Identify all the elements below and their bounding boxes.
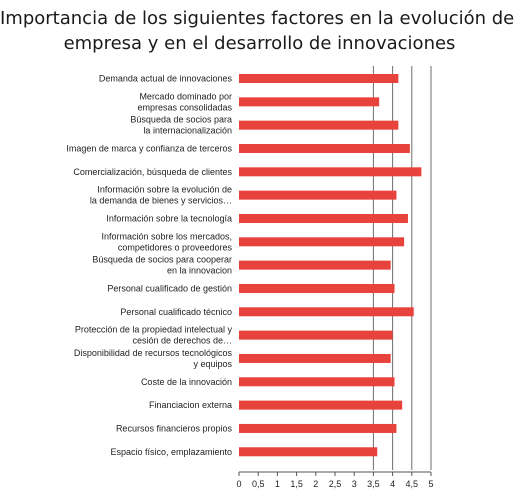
category-label-0-line-0: Demanda actual de innovaciones bbox=[99, 74, 233, 84]
category-label-8-line-1: en la innovacion bbox=[167, 266, 232, 276]
category-label-11-line-1: cesión de derechos de… bbox=[132, 336, 232, 346]
chart-title-line-2: empresa y en el desarrollo de innovacion… bbox=[63, 33, 456, 54]
bar-4 bbox=[239, 167, 422, 177]
category-label-11: Protección de la propiedad intelectual y… bbox=[75, 325, 233, 346]
bar-11 bbox=[239, 330, 393, 340]
category-label-7: Información sobre los mercados, competido… bbox=[101, 231, 232, 252]
category-label-1-line-0: Mercado dominado por bbox=[139, 91, 232, 101]
category-label-5: Información sobre la evolución de la dema… bbox=[90, 185, 232, 206]
bar-5 bbox=[239, 190, 397, 200]
category-label-4-line-0: Comercialización, búsqueda de clientes bbox=[73, 167, 232, 177]
bar-0 bbox=[239, 74, 399, 83]
category-label-8-line-0: Búsqueda de socios para cooperar bbox=[92, 255, 232, 265]
category-label-10: Personal cualificado técnico bbox=[120, 307, 232, 317]
x-tick-label-10: 5 bbox=[428, 479, 433, 489]
category-label-12-line-0: Disponibilidad de recursos tecnológicos bbox=[74, 348, 233, 358]
category-label-0: Demanda actual de innovaciones bbox=[99, 74, 233, 84]
x-tick-label-8: 4 bbox=[390, 479, 395, 489]
chart-title-line-1: Importancia de los siguientes factores e… bbox=[0, 8, 519, 29]
bar-16 bbox=[239, 447, 378, 457]
category-label-7-line-1: competidores o proveedores bbox=[118, 242, 233, 252]
x-tick-label-7: 3,5 bbox=[367, 479, 380, 489]
category-label-9-line-0: Personal cualificado de gestión bbox=[107, 283, 232, 293]
category-label-2: Búsqueda de socios para la internacionali… bbox=[130, 115, 232, 136]
x-tick-label-4: 2 bbox=[313, 479, 318, 489]
category-label-2-line-0: Búsqueda de socios para bbox=[130, 115, 232, 125]
category-label-4: Comercialización, búsqueda de clientes bbox=[73, 167, 232, 177]
category-label-2-line-1: la internacionalización bbox=[143, 126, 232, 136]
bar-9 bbox=[239, 283, 395, 293]
category-label-6-line-0: Información sobre la tecnología bbox=[106, 213, 232, 223]
bar-13 bbox=[239, 377, 395, 387]
category-label-12-line-1: y equipos bbox=[193, 359, 232, 369]
category-label-3: Imagen de marca y confianza de terceros bbox=[66, 143, 232, 153]
bar-8 bbox=[239, 260, 391, 270]
category-label-6: Información sobre la tecnología bbox=[106, 213, 232, 223]
x-tick-label-5: 2,5 bbox=[329, 479, 342, 489]
category-label-5-line-0: Información sobre la evolución de bbox=[97, 185, 232, 195]
category-label-15-line-0: Recursos financieros propios bbox=[116, 423, 233, 433]
bar-12 bbox=[239, 353, 391, 363]
category-label-11-line-0: Protección de la propiedad intelectual y bbox=[75, 325, 233, 335]
category-label-12: Disponibilidad de recursos tecnológicos y… bbox=[74, 348, 233, 369]
bar-6 bbox=[239, 213, 408, 223]
bar-10 bbox=[239, 307, 414, 317]
bar-7 bbox=[239, 237, 405, 247]
category-label-15: Recursos financieros propios bbox=[116, 423, 233, 433]
category-label-14: Financiacion externa bbox=[149, 400, 232, 410]
category-label-8: Búsqueda de socios para cooperar en la in… bbox=[92, 255, 232, 276]
category-label-1-line-1: empresas consolidadas bbox=[137, 102, 232, 112]
x-tick-label-3: 1,5 bbox=[290, 479, 303, 489]
bar-3 bbox=[239, 143, 410, 153]
x-tick-label-2: 1 bbox=[275, 479, 280, 489]
category-label-5-line-1: la demanda de bienes y servicios… bbox=[90, 196, 232, 206]
x-tick-label-0: 0 bbox=[236, 479, 241, 489]
x-tick-label-9: 4,5 bbox=[406, 479, 419, 489]
x-tick-label-6: 3 bbox=[352, 479, 357, 489]
category-label-3-line-0: Imagen de marca y confianza de terceros bbox=[66, 143, 232, 153]
category-label-16: Espacio físico, emplazamiento bbox=[110, 447, 232, 457]
category-label-1: Mercado dominado por empresas consolidada… bbox=[137, 91, 232, 112]
bar-14 bbox=[239, 400, 403, 410]
category-label-16-line-0: Espacio físico, emplazamiento bbox=[110, 447, 232, 457]
category-label-13: Coste de la innovación bbox=[141, 377, 232, 387]
category-label-13-line-0: Coste de la innovación bbox=[141, 377, 232, 387]
bar-2 bbox=[239, 120, 399, 130]
bar-15 bbox=[239, 423, 397, 433]
category-label-10-line-0: Personal cualificado técnico bbox=[120, 307, 232, 317]
category-label-7-line-0: Información sobre los mercados, bbox=[101, 231, 232, 241]
category-label-9: Personal cualificado de gestión bbox=[107, 283, 232, 293]
bar-1 bbox=[239, 97, 380, 107]
category-label-14-line-0: Financiacion externa bbox=[149, 400, 232, 410]
x-tick-label-1: 0,5 bbox=[252, 479, 265, 489]
chart-title: Importancia de los siguientes factores e… bbox=[0, 6, 519, 56]
